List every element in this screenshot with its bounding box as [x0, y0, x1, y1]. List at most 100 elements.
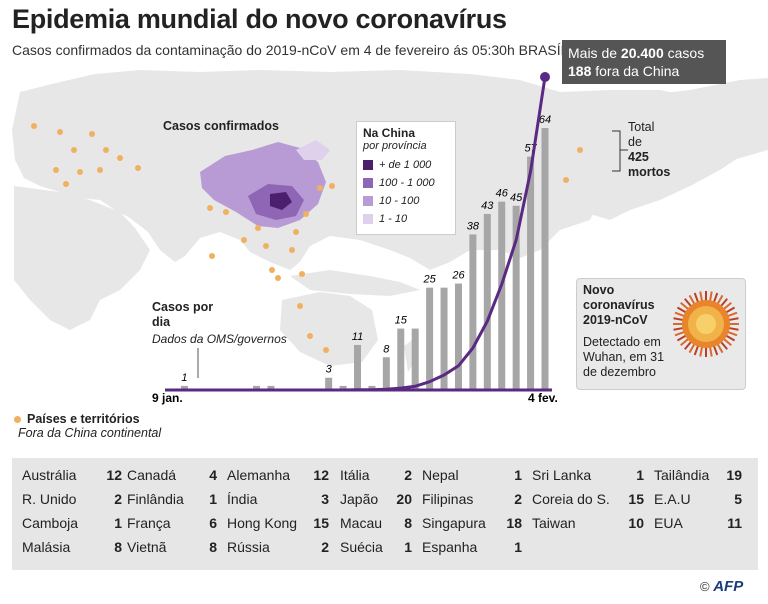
country-value: 6 [209, 515, 217, 531]
country-value: 8 [114, 539, 122, 555]
country-cell: Filipinas 2 [422, 488, 522, 510]
country-dot [57, 129, 63, 135]
country-cell: Taiwan 10 [532, 512, 644, 534]
country-dot [53, 167, 59, 173]
country-dot [89, 131, 95, 137]
legend-swatch [363, 196, 373, 206]
virus-info-box: Novo coronavírus 2019-nCoV Detectado em … [576, 278, 746, 390]
country-value: 2 [514, 491, 522, 507]
china-legend-subtitle: por província [363, 140, 427, 152]
countries-table: Austrália 12 R. Unido 2 Camboja 1 Malásia 8 Cana… [12, 458, 758, 570]
country-value: 5 [734, 491, 742, 507]
country-name: Filipinas [422, 491, 474, 507]
country-value: 4 [209, 467, 217, 483]
country-dot [289, 247, 295, 253]
country-cell: Malásia 8 [22, 536, 122, 558]
country-cell: Itália 2 [340, 464, 412, 486]
country-dot [275, 275, 281, 281]
country-name: Sri Lanka [532, 467, 592, 483]
dots-legend-title: Países e territórios [27, 412, 140, 426]
country-cell: Espanha 1 [422, 536, 522, 558]
country-value: 12 [313, 467, 329, 483]
country-cell: Finlândia 1 [127, 488, 217, 510]
country-dot [71, 147, 77, 153]
country-dot [97, 167, 103, 173]
nz-landmass [404, 340, 416, 372]
country-dot [103, 147, 109, 153]
country-dot [323, 347, 329, 353]
cases-map-title: Casos confirmados [163, 119, 280, 133]
country-cell: Camboja 1 [22, 512, 122, 534]
country-name: Malásia [22, 539, 71, 555]
total-line2: de [628, 135, 642, 149]
country-value: 15 [313, 515, 329, 531]
country-name: Macau [340, 515, 383, 531]
legend-item-1: + de 1 000 [363, 156, 449, 174]
country-dot [77, 169, 83, 175]
country-name: Alemanha [227, 467, 291, 483]
country-cell: Macau 8 [340, 512, 412, 534]
legend-label: 1 - 10 [379, 213, 408, 225]
total-callout: Mais de 20.400 casos 188 fora da China [562, 40, 726, 84]
country-dot [299, 271, 305, 277]
country-value: 11 [727, 515, 742, 531]
country-dot [31, 123, 37, 129]
country-cell: EUA 11 [654, 512, 742, 534]
country-name: Singapura [422, 515, 486, 531]
country-value: 1 [636, 467, 644, 483]
total-deaths: Total de 425 mortos [628, 120, 670, 180]
country-name: R. Unido [22, 491, 77, 507]
country-value: 8 [209, 539, 217, 555]
north-america-landmass [520, 90, 760, 220]
virus-description: Detectado em Wuhan, em 31 de dezembro [583, 335, 665, 379]
country-name: França [127, 515, 171, 531]
dots-legend-subtitle: Fora da China continental [18, 426, 162, 440]
country-dot [209, 253, 215, 259]
country-name: Vietnã [127, 539, 167, 555]
country-cell: Coreia do S. 15 [532, 488, 644, 510]
country-dot [303, 211, 309, 217]
country-dot [255, 225, 261, 231]
country-dot [293, 229, 299, 235]
total-line4: mortos [628, 165, 671, 179]
country-cell: Alemanha 12 [227, 464, 329, 486]
country-value: 1 [404, 539, 412, 555]
total-value: 425 [628, 150, 649, 164]
country-name: Taiwan [532, 515, 576, 531]
country-name: Índia [227, 491, 258, 507]
country-cell: Hong Kong 15 [227, 512, 329, 534]
country-value: 1 [209, 491, 217, 507]
country-name: Finlândia [127, 491, 184, 507]
country-value: 2 [114, 491, 122, 507]
country-dot [563, 177, 569, 183]
china-legend-title: Na China [363, 126, 416, 140]
legend-item-2: 100 - 1 000 [363, 174, 449, 192]
country-cell: Rússia 2 [227, 536, 329, 558]
china-legend: Na China por província + de 1 000 100 - … [356, 121, 456, 235]
country-dot [317, 185, 323, 191]
country-cell: Austrália 12 [22, 464, 122, 486]
legend-item-4: 1 - 10 [363, 210, 449, 228]
country-name: Japão [340, 491, 379, 507]
country-dot [269, 267, 275, 273]
country-cell: Sri Lanka 1 [532, 464, 644, 486]
country-dot [263, 243, 269, 249]
country-value: 10 [628, 515, 644, 531]
country-value: 20 [396, 491, 412, 507]
dots-legend: Países e territórios Fora da China conti… [14, 412, 161, 440]
country-value: 19 [726, 467, 742, 483]
country-dot [63, 181, 69, 187]
country-cell: R. Unido 2 [22, 488, 122, 510]
legend-label: 10 - 100 [379, 195, 420, 207]
country-dot [307, 333, 313, 339]
country-cell: Nepal 1 [422, 464, 522, 486]
country-name: EUA [654, 515, 683, 531]
page-title: Epidemia mundial do novo coronavírus [12, 4, 507, 34]
country-value: 15 [628, 491, 644, 507]
country-cell: Índia 3 [227, 488, 329, 510]
total-line1: Total [628, 120, 655, 134]
page-subtitle: Casos confirmados da contaminação do 201… [12, 42, 582, 58]
legend-label: + de 1 000 [379, 159, 432, 171]
virus-title: Novo coronavírus 2019-nCoV [583, 283, 655, 327]
country-name: Coreia do S. [532, 491, 610, 507]
